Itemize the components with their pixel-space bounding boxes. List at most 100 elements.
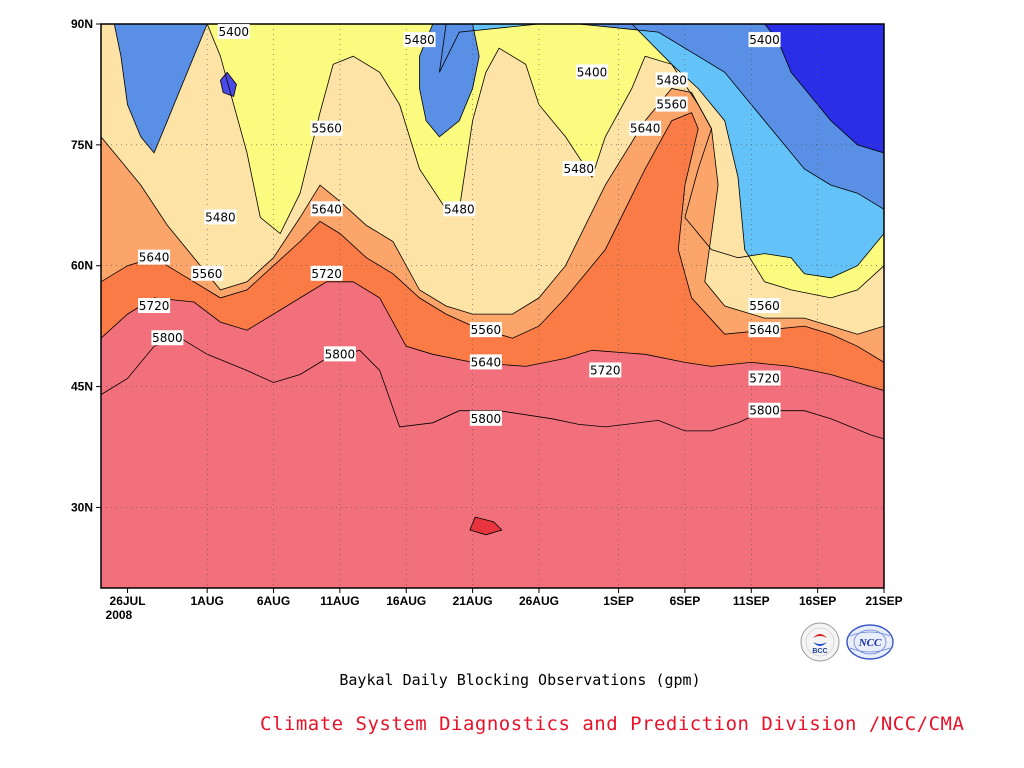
axis-ticks: [96, 23, 885, 593]
contour-label-bg: [562, 161, 595, 177]
contour-label-bg: [323, 346, 356, 362]
plot-frame: [100, 23, 885, 589]
chart-title: Baykal Daily Blocking Observations (gpm): [339, 671, 701, 689]
contour-label-bg: [748, 298, 781, 313]
contour-line: [101, 24, 208, 154]
contour-label: 5720: [138, 298, 171, 313]
contour-label: 5800: [748, 402, 781, 418]
contour-label-text: 5480: [656, 73, 687, 87]
contour-label-text: 5560: [749, 299, 780, 313]
contour-label-text: 5720: [139, 299, 170, 313]
contour-label-text: 5400: [218, 25, 249, 39]
x-tick-label: 1AUG: [190, 594, 223, 608]
contour-label-bg: [310, 201, 343, 217]
x-tick-label: 16SEP: [799, 594, 836, 608]
y-tick-label: 60N: [71, 259, 93, 273]
contour-label: 5560: [191, 265, 224, 281]
contour-label-text: 5800: [325, 347, 356, 361]
y-tick-label: 30N: [71, 500, 93, 514]
contour-line: [101, 112, 884, 363]
contour-label-text: 5640: [749, 323, 780, 337]
contour-label-text: 5480: [205, 210, 236, 224]
contour-label: 5400: [576, 64, 609, 80]
contour-label-text: 5400: [577, 65, 608, 79]
contour-label-bg: [655, 96, 688, 112]
contour-label-text: 5400: [749, 33, 780, 47]
contour-label-text: 5720: [749, 372, 780, 386]
contour-label: 5800: [151, 330, 184, 346]
contour-label-text: 5640: [471, 355, 502, 369]
contour-line: [219, 71, 237, 98]
x-tick-label: 11SEP: [733, 594, 770, 608]
contour-line: [101, 281, 884, 391]
contour-label-text: 5640: [139, 251, 170, 265]
contour-label-text: 5720: [311, 267, 342, 281]
contour-lines: [101, 24, 884, 536]
contour-label: 5800: [323, 346, 356, 362]
contour-label: 5480: [562, 161, 595, 177]
contour-label: 5480: [655, 72, 688, 88]
axis-tick-labels: 26JUL 1AUG 6AUG 11AUG 16AUG 21AUG 26AUG 1SEP 6SE…: [71, 17, 903, 622]
contour-label-text: 5800: [152, 331, 183, 345]
contour-label-bg: [469, 354, 502, 370]
y-tick-label: 45N: [71, 380, 93, 394]
x-tick-label: 26JUL: [110, 594, 146, 608]
contour-label: 5800: [469, 410, 502, 426]
contour-label-bg: [443, 201, 476, 217]
ncc-logo: NCC: [846, 624, 894, 660]
x-tick-label: 6SEP: [670, 594, 701, 608]
contour-label-bg: [748, 402, 781, 418]
footer-credit: Climate System Diagnostics and Predictio…: [260, 713, 965, 735]
contour-label-text: 5640: [630, 122, 661, 136]
contour-line: [578, 24, 884, 210]
contour-label-bg: [204, 209, 237, 225]
y-tick-label: 75N: [71, 138, 93, 152]
x-tick-label: 21AUG: [453, 594, 493, 608]
contour-line: [101, 88, 884, 335]
x-year-label: 2008: [106, 608, 133, 622]
band-below-5400: [764, 24, 884, 153]
contour-label-bg: [748, 370, 781, 386]
contour-label-text: 5800: [749, 404, 780, 418]
contour-label: 5560: [310, 120, 343, 136]
contour-label-text: 5560: [192, 267, 223, 281]
contour-line: [764, 24, 884, 154]
contour-label-bg: [151, 330, 184, 346]
contour-label: 5720: [589, 362, 622, 378]
bcc-logo: BCC: [800, 622, 840, 662]
contour-label-bg: [138, 249, 171, 265]
contour-label-text: 5480: [404, 33, 435, 47]
contour-label: 5640: [469, 354, 502, 370]
x-tick-label: 1SEP: [603, 594, 634, 608]
x-tick-label: 11AUG: [320, 594, 359, 608]
contour-label-bg: [138, 298, 171, 313]
contour-label-bg: [748, 322, 781, 338]
band-5400-patch: [101, 24, 208, 153]
contour-line: [101, 24, 884, 299]
contour-label-bg: [191, 265, 224, 281]
contour-label: 5640: [310, 201, 343, 217]
contour-label: 5480: [403, 32, 436, 48]
bcc-logo-text: BCC: [812, 648, 827, 655]
contour-line: [469, 516, 503, 536]
contour-label: 5640: [748, 322, 781, 338]
x-tick-label: 6AUG: [257, 594, 290, 608]
contour-line: [419, 24, 480, 138]
contour-label-bg: [403, 32, 436, 48]
contour-label-text: 5480: [444, 202, 475, 216]
contour-label-bg: [310, 120, 343, 136]
contour-label-bg: [310, 265, 343, 281]
band-embedded-high: [469, 517, 502, 535]
contour-label-bg: [576, 64, 609, 80]
contour-label-bg: [217, 24, 250, 40]
contour-label: 5560: [655, 96, 688, 112]
contour-label-text: 5640: [311, 202, 342, 216]
contour-label-text: 5720: [590, 363, 621, 377]
contour-label-text: 5560: [656, 98, 687, 112]
y-tick-label: 90N: [71, 17, 93, 31]
contour-label: 5400: [217, 24, 250, 40]
contour-label: 5400: [748, 32, 781, 48]
contour-label-bg: [469, 410, 502, 426]
grid-lines: [101, 24, 884, 588]
